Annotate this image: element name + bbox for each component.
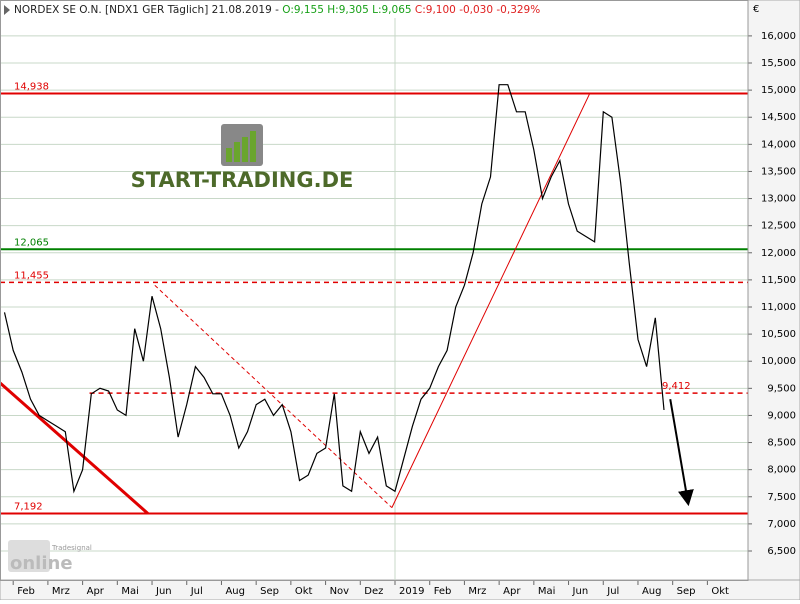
logo-text: START-TRADING.DE <box>131 168 354 192</box>
x-tick-label: Jul <box>190 586 203 597</box>
x-tick-label: Nov <box>330 586 350 597</box>
y-tick-label: 8,000 <box>767 465 796 476</box>
y-tick-label: 10,000 <box>761 356 796 367</box>
header-change: -0,030 <box>459 4 493 16</box>
watermark-text: Tradesignal <box>51 544 92 552</box>
header-icon <box>4 5 10 15</box>
trend-line <box>391 92 591 508</box>
trend-line <box>0 381 149 515</box>
y-tick-label: 11,000 <box>761 302 796 313</box>
y-tick-label: 6,500 <box>767 546 796 557</box>
y-tick-label: 12,500 <box>761 221 796 232</box>
y-axis-area <box>747 0 800 601</box>
level-label: 14,938 <box>14 81 49 92</box>
y-tick-label: 10,500 <box>761 329 796 340</box>
y-tick-label: 13,000 <box>761 194 796 205</box>
x-tick-label: Mrz <box>468 586 486 597</box>
level-label: 9,412 <box>662 381 691 392</box>
x-tick-label: Mai <box>538 586 556 597</box>
y-tick-label: 8,500 <box>767 438 796 449</box>
x-tick-label: Feb <box>434 586 452 597</box>
y-tick-label: 7,000 <box>767 519 796 530</box>
x-tick-label: Sep <box>677 586 696 597</box>
x-tick-label: Apr <box>503 586 521 597</box>
x-tick-label: Dez <box>364 586 383 597</box>
x-tick-label: Okt <box>711 586 729 597</box>
header-change-pct: -0,329% <box>496 4 540 16</box>
x-tick-label: Mai <box>121 586 139 597</box>
x-tick-label: Sep <box>260 586 279 597</box>
header: NORDEX SE O.N. [NDX1 GER Täglich] 21.08.… <box>14 4 540 16</box>
header-name: NORDEX SE O.N. [NDX1 GER Täglich] 21.08.… <box>14 4 279 16</box>
header-close: C:9,100 <box>415 4 456 16</box>
currency: € <box>753 4 759 15</box>
y-tick-label: 15,500 <box>761 58 796 69</box>
x-tick-label: Apr <box>87 586 105 597</box>
logo: START-TRADING.DE <box>131 124 354 192</box>
y-tick-label: 15,000 <box>761 85 796 96</box>
x-tick-label: Okt <box>295 586 313 597</box>
plot-border <box>0 0 749 581</box>
y-tick-label: 12,000 <box>761 248 796 259</box>
x-tick-label: Aug <box>642 586 662 597</box>
x-tick-label: Jun <box>572 586 589 597</box>
x-tick-label: Jun <box>155 586 172 597</box>
y-tick-label: 9,500 <box>767 383 796 394</box>
header-high: H:9,305 <box>327 4 369 16</box>
x-tick-label: Mrz <box>52 586 70 597</box>
x-tick-label: Jul <box>606 586 619 597</box>
x-tick-label: 2019 <box>399 586 424 597</box>
y-tick-label: 14,000 <box>761 139 796 150</box>
price-line <box>3 84 665 494</box>
y-tick-label: 7,500 <box>767 492 796 503</box>
watermark-text: online <box>10 553 73 574</box>
x-tick-label: Aug <box>225 586 245 597</box>
y-tick-label: 9,000 <box>767 410 796 421</box>
level-label: 7,192 <box>14 501 43 512</box>
trend-line <box>154 284 393 508</box>
y-tick-label: 11,500 <box>761 275 796 286</box>
header-open: O:9,155 <box>282 4 324 16</box>
trend-line <box>669 399 694 507</box>
watermark: Tradesignal online <box>8 540 92 574</box>
level-label: 12,065 <box>14 237 49 248</box>
x-tick-label: Feb <box>17 586 35 597</box>
y-tick-label: 13,500 <box>761 166 796 177</box>
header-low: L:9,065 <box>372 4 411 16</box>
level-label: 11,455 <box>14 270 49 281</box>
y-tick-label: 16,000 <box>761 31 796 42</box>
y-tick-label: 14,500 <box>761 112 796 123</box>
